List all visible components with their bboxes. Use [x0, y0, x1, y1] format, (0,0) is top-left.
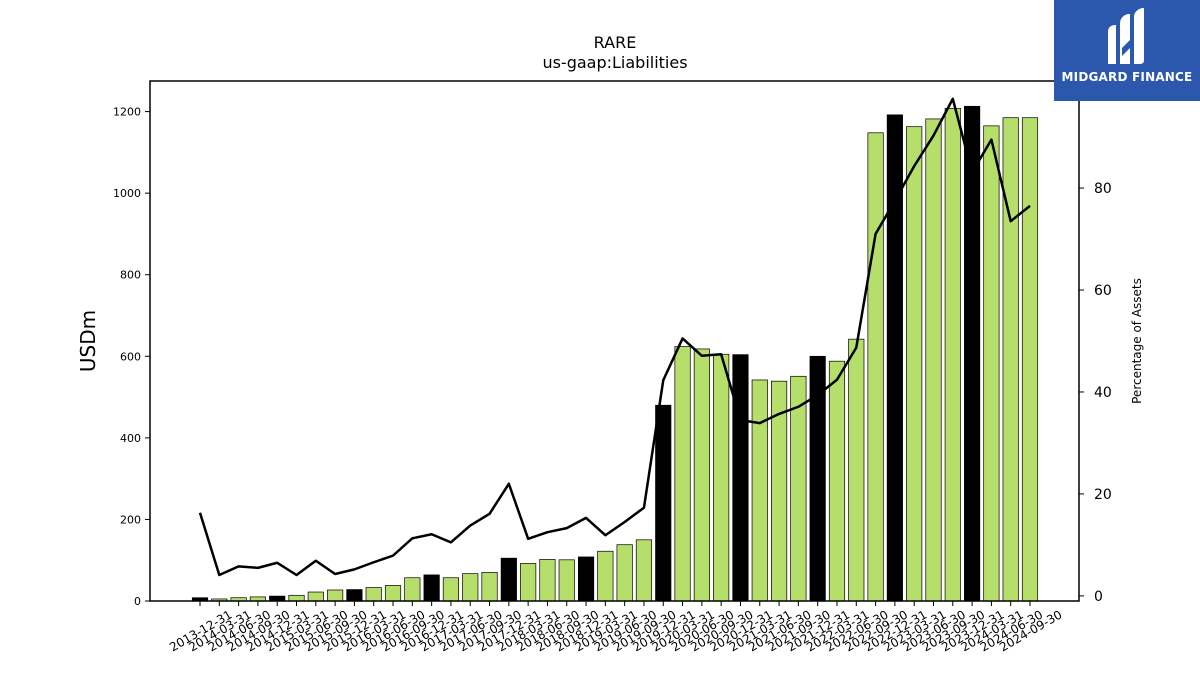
bar-2016-09-30 — [404, 577, 421, 602]
bar-2020-12-31 — [732, 354, 749, 602]
midgard-logo-icon — [1108, 8, 1144, 64]
bar-2021-03-31 — [751, 379, 768, 602]
y-axis: 0 200 400 600 800 1000 1200 — [113, 106, 150, 608]
plot-frame — [149, 80, 1080, 602]
bar-2018-03-31 — [520, 563, 537, 602]
bar-2016-12-31 — [423, 574, 440, 602]
bar-2023-09-30 — [944, 107, 961, 602]
bar-2019-03-31 — [597, 550, 614, 602]
y-tick-label: 400 — [120, 432, 141, 445]
y-tick-label: 600 — [120, 350, 141, 363]
y2-tick-label: 40 — [1094, 385, 1112, 401]
y-axis-label: USDm — [76, 310, 100, 372]
bar-2015-12-31 — [346, 589, 363, 602]
bar-2020-09-30 — [713, 353, 730, 602]
bar-2023-06-30 — [925, 118, 942, 602]
bar-2017-03-31 — [442, 577, 459, 602]
bar-2022-12-31 — [886, 114, 903, 602]
y2-tick-label: 80 — [1094, 181, 1112, 197]
bar-2015-03-31 — [288, 594, 305, 602]
bar-2022-03-31 — [828, 360, 846, 602]
y2-axis: 0 20 40 60 80 — [1079, 181, 1112, 605]
bar-2020-03-31 — [674, 346, 691, 602]
y2-tick-label: 0 — [1094, 589, 1103, 605]
y-tick-label: 200 — [120, 513, 141, 526]
bar-2024-03-31 — [983, 125, 1000, 602]
chart-subtitle: us-gaap:Liabilities — [542, 53, 687, 72]
bar-2015-06-30 — [307, 591, 324, 602]
logo-text: MIDGARD FINANCE — [1061, 70, 1193, 84]
bar-2016-03-31 — [365, 587, 382, 602]
bar-2020-06-30 — [693, 348, 710, 602]
bar-2024-06-30 — [1002, 117, 1019, 602]
bar-2018-09-30 — [558, 559, 575, 602]
bar-2017-12-31 — [500, 557, 517, 602]
y2-tick-label: 60 — [1094, 283, 1112, 299]
bar-2017-06-30 — [462, 573, 479, 602]
y-tick-label: 1200 — [113, 106, 141, 119]
chart-title: RARE — [594, 33, 637, 52]
bar-2018-12-31 — [577, 556, 595, 602]
bar-2022-09-30 — [867, 132, 884, 602]
bar-2018-06-30 — [539, 559, 556, 602]
pct-assets-series — [198, 97, 1031, 577]
y-tick-label: 1000 — [113, 187, 141, 200]
bar-2021-12-31 — [809, 355, 826, 602]
bar-2015-09-30 — [327, 589, 344, 602]
bar-2019-09-30 — [635, 539, 653, 602]
y-tick-label: 0 — [134, 595, 141, 608]
midgard-finance-logo: MIDGARD FINANCE — [1054, 0, 1200, 101]
bar-2019-12-31 — [655, 404, 672, 602]
x-axis: 2013-12-312014-03-312014-06-302014-09-30… — [167, 601, 1065, 654]
bar-2023-03-31 — [906, 126, 923, 602]
bar-series — [191, 105, 1039, 602]
bar-2017-09-30 — [481, 572, 498, 602]
y2-axis-label: Percentage of Assets — [1130, 278, 1144, 404]
bar-2022-06-30 — [848, 338, 865, 602]
y-tick-label: 800 — [120, 269, 141, 282]
bar-2019-06-30 — [616, 544, 633, 602]
bar-2023-12-31 — [964, 105, 981, 602]
bar-2016-06-30 — [384, 585, 402, 602]
bar-2024-09-30 — [1021, 117, 1039, 602]
pct-assets-line — [198, 97, 1031, 577]
y2-tick-label: 20 — [1094, 487, 1112, 503]
